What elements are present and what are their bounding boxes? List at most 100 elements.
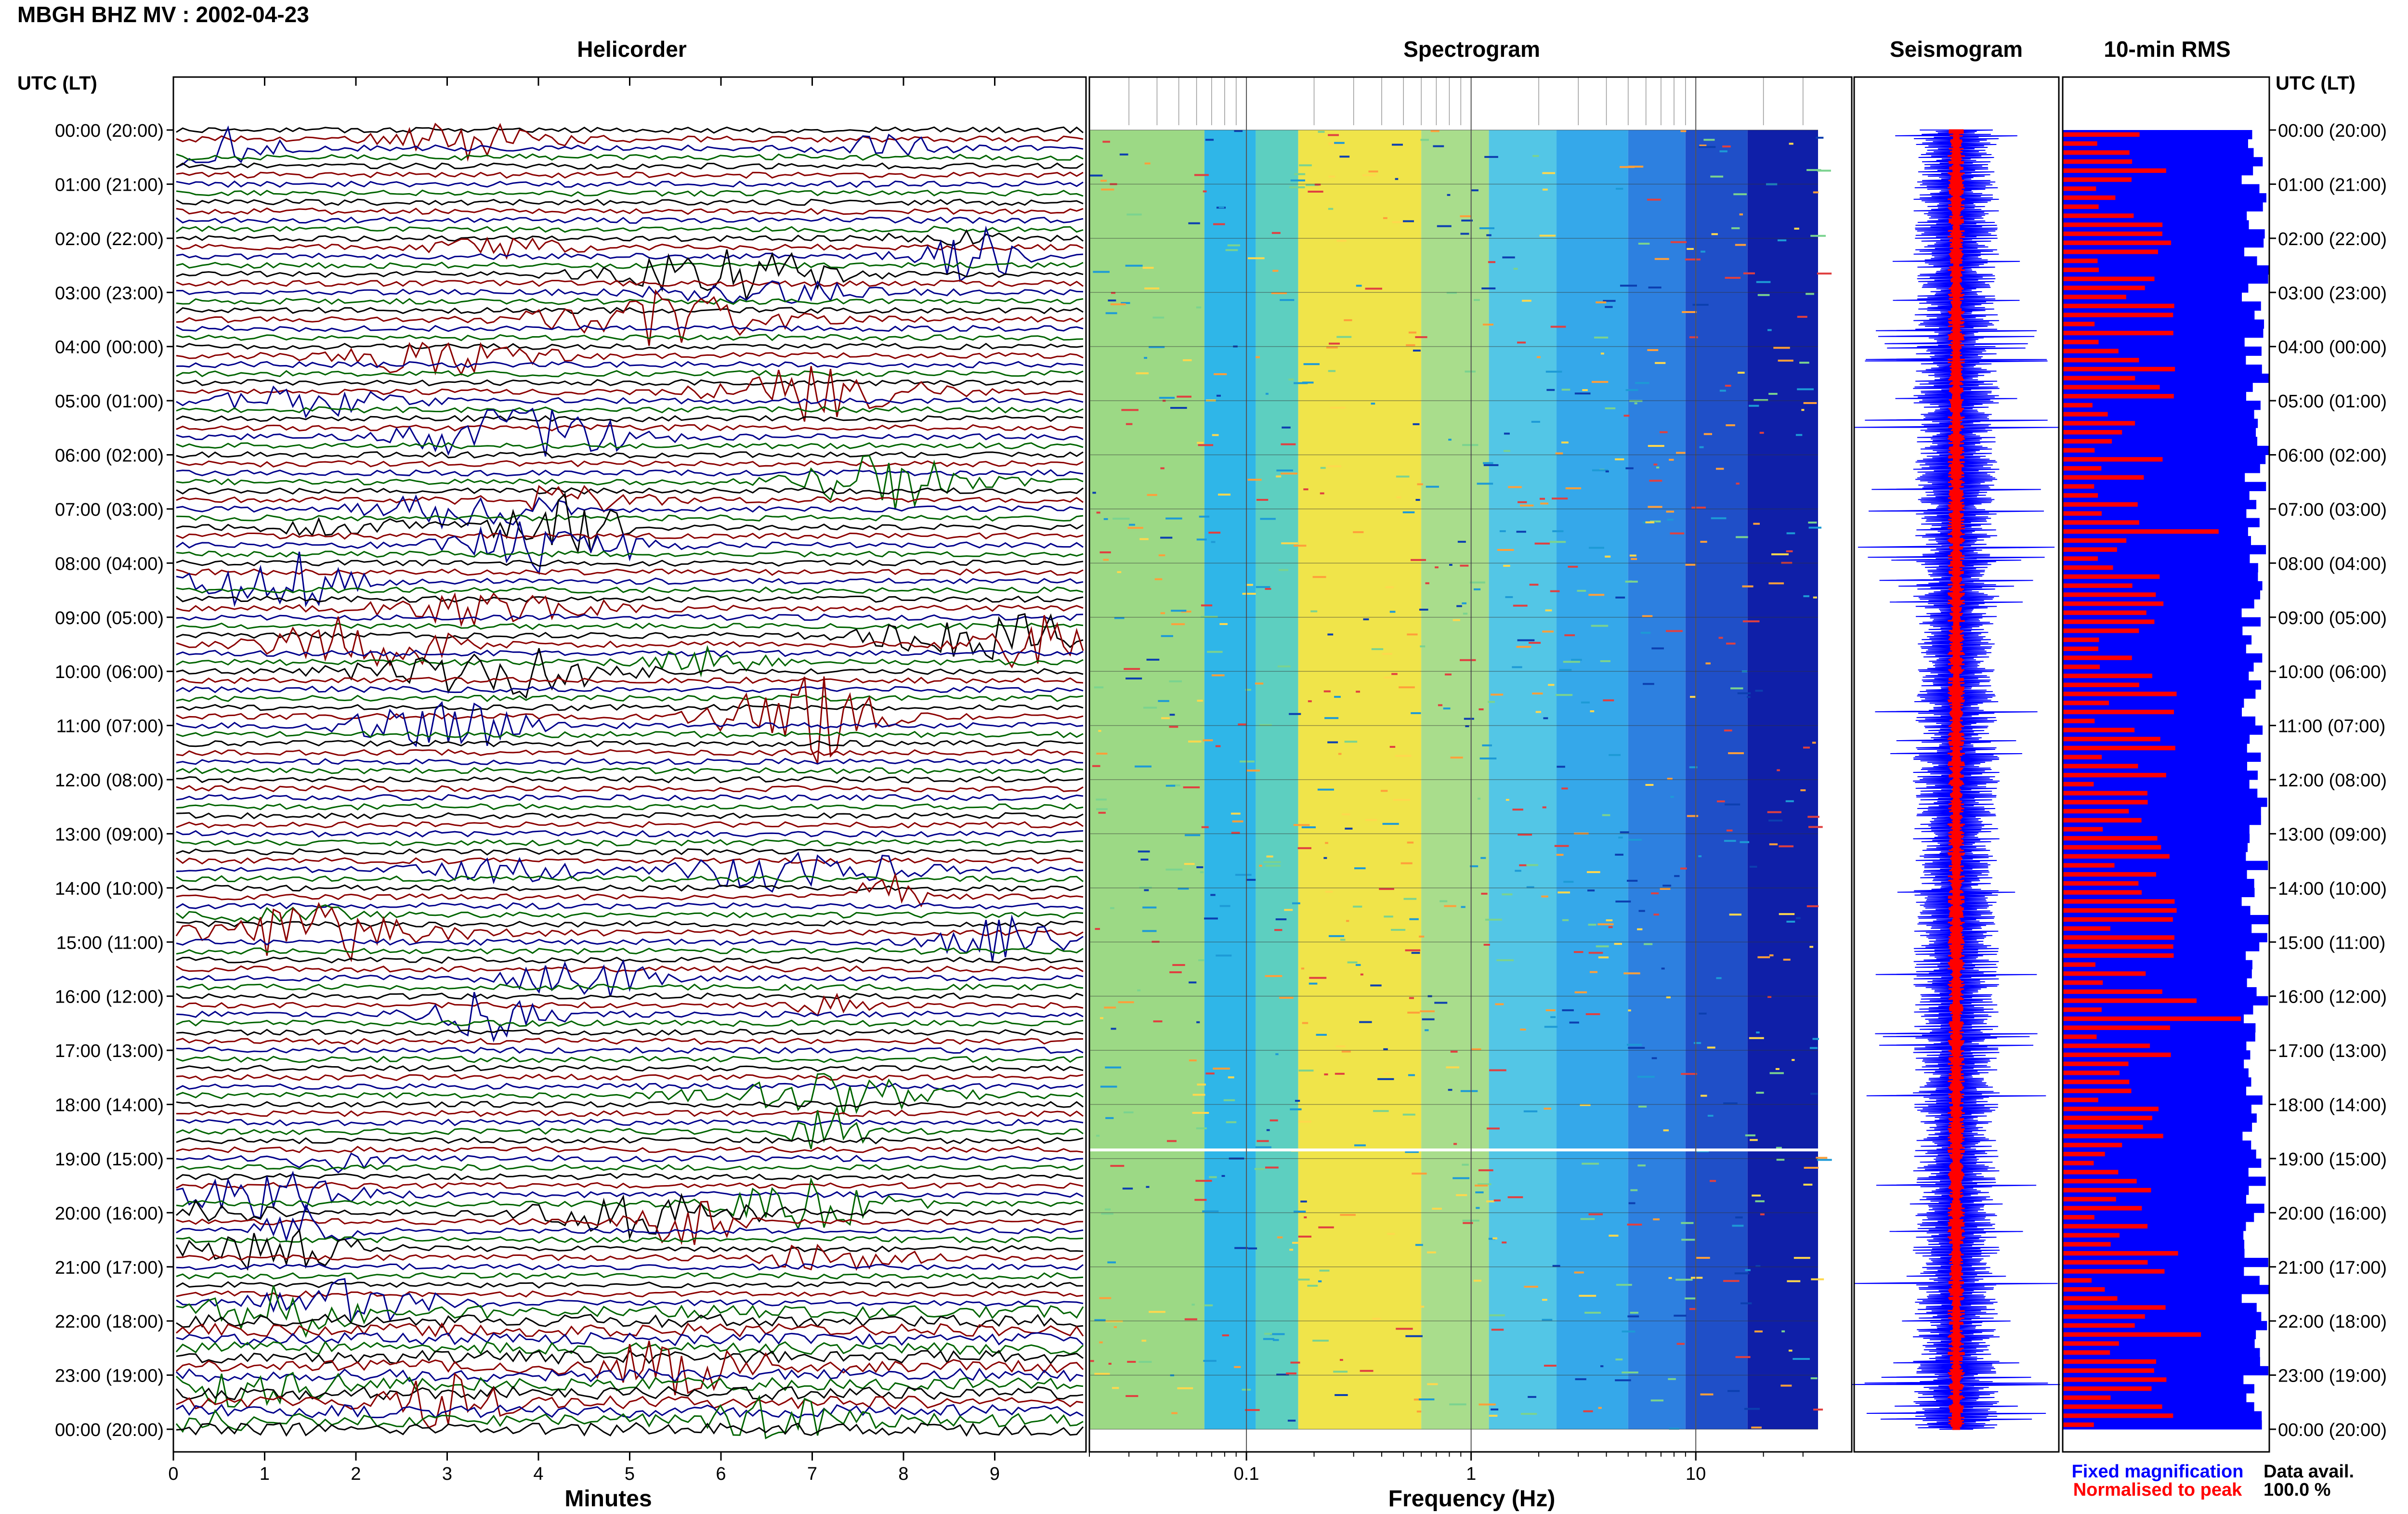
spectrogram-cell: [1417, 483, 1423, 485]
spectrogram-cell: [1701, 1095, 1707, 1097]
spectrogram-cell: [1797, 315, 1807, 318]
helicorder-trace: [176, 207, 1084, 215]
spectrogram-cell: [1473, 1279, 1481, 1282]
spectrogram-cell: [1353, 905, 1362, 908]
spectrogram-cell: [1188, 740, 1202, 743]
time-label-left: 01:00 (21:00): [55, 175, 164, 195]
helicorder-trace: [175, 1368, 1084, 1383]
spectrogram-cell: [1169, 726, 1178, 728]
spectrogram-cell: [1448, 1089, 1453, 1091]
spectrogram-cell: [1674, 1315, 1687, 1317]
spectrogram-cell: [1210, 894, 1216, 896]
spectrogram-cell: [1146, 1186, 1150, 1188]
spectrogram-cell: [1737, 371, 1745, 374]
spectrogram-cell: [1265, 392, 1269, 395]
spectrogram-cell: [1703, 139, 1715, 141]
helicorder-trace: [176, 1136, 1084, 1145]
helicorder-trace: [176, 1029, 1084, 1036]
spectrogram-cell: [1626, 1044, 1642, 1046]
figure-title: MBGH BHZ MV : 2002-04-23: [17, 2, 309, 27]
spectrogram-cell: [1277, 665, 1291, 667]
spectrogram-cell: [1165, 868, 1183, 871]
spectrogram-cell: [1286, 1372, 1296, 1375]
time-label-left: 07:00 (03:00): [55, 500, 164, 520]
spectrogram-cell: [1776, 1147, 1782, 1149]
spectrogram-cell: [1563, 661, 1580, 663]
spectrogram-cell: [1635, 382, 1649, 384]
spectrogram-cell: [1112, 1387, 1119, 1389]
spectrogram-cell: [1409, 997, 1414, 999]
spectrogram-cell: [1660, 888, 1671, 890]
spectrogram-cell: [1602, 814, 1610, 816]
rms-bar-normalised: [2063, 421, 2135, 426]
spectrogram-cell: [1741, 1302, 1752, 1305]
helicorder-trace: [176, 532, 1084, 540]
spectrogram-cell: [1161, 717, 1170, 719]
spectrogram-cell: [1297, 847, 1311, 849]
spectrogram-cell: [1435, 566, 1439, 569]
spectrogram-cell: [1504, 432, 1510, 435]
rms-bar-normalised: [2063, 349, 2119, 353]
spectrogram-cell: [1216, 954, 1232, 957]
spectrogram-cell: [1204, 917, 1218, 920]
helicorder-trace: [176, 1105, 1084, 1149]
spectrogram-cell: [1194, 1199, 1207, 1201]
spectrogram-cell: [1681, 1239, 1695, 1241]
spectrogram-cell: [1110, 907, 1114, 909]
spectrogram-cell: [1147, 494, 1157, 496]
spectrogram-cell: [1259, 724, 1272, 726]
time-label-left: 22:00 (18:00): [55, 1312, 164, 1332]
rms-bar-normalised: [2063, 1368, 2154, 1373]
helicorder-trace: [176, 216, 1084, 224]
spectrogram-cell: [1433, 145, 1444, 147]
helicorder-trace: [176, 1019, 1084, 1027]
spectrogram-cell: [1767, 996, 1772, 998]
rms-bar-fixed: [2063, 1158, 2262, 1168]
rms-bar-normalised: [2063, 249, 2159, 254]
helicorder-trace: [176, 694, 1084, 702]
helicorder-trace: [176, 162, 1084, 170]
helicorder-trace: [176, 126, 1084, 134]
spectrogram-cell: [1755, 1200, 1765, 1202]
spectrogram-cell: [1656, 466, 1660, 469]
spectrogram-cell: [1419, 608, 1428, 611]
rms-bar-normalised: [2063, 1143, 2122, 1148]
spectrogram-cell: [1528, 1396, 1536, 1398]
spectrogram-cell: [1723, 1280, 1740, 1282]
spectrogram-cell: [1136, 372, 1149, 375]
spectrogram-cell: [1205, 139, 1214, 141]
spectrogram-cell: [1768, 582, 1784, 585]
spectrogram-cell: [1692, 303, 1709, 306]
rms-bar-normalised: [2063, 186, 2096, 191]
rms-bar-normalised: [2063, 980, 2103, 985]
spectrogram-cell: [1666, 510, 1675, 513]
spectrogram-cell: [1444, 905, 1456, 907]
spectrogram-cell: [1739, 213, 1743, 216]
rms-bar-normalised: [2063, 692, 2177, 696]
rms-bar-normalised: [2063, 1332, 2201, 1337]
spectrogram-cell: [1302, 1022, 1309, 1024]
spectrogram-cell: [1328, 370, 1336, 372]
time-label-right: 04:00 (00:00): [2278, 338, 2387, 358]
helicorder-trace: [176, 1037, 1084, 1045]
spectrogram-cell: [1256, 586, 1270, 588]
spectrogram-cell: [1797, 388, 1814, 391]
spectrogram-cell: [1300, 1201, 1307, 1203]
spectrogram-cell: [1336, 239, 1347, 242]
spectrogram-cell: [1419, 935, 1425, 938]
spectrogram-cell: [1102, 141, 1110, 143]
spectrogram-cell: [1555, 452, 1563, 455]
spectrogram-cell: [1284, 909, 1293, 911]
spectrogram-cell: [1340, 1214, 1356, 1216]
spectrogram-cell: [1489, 1414, 1498, 1417]
spectrogram-cell: [1324, 717, 1339, 719]
spectrogram-cell: [1389, 611, 1396, 613]
spectrogram-cell: [1628, 166, 1644, 168]
spectrogram-cell: [1502, 1241, 1507, 1244]
spectrogram-cell: [1488, 701, 1495, 703]
spectrogram-cell: [1663, 1129, 1669, 1132]
rms-bar-normalised: [2063, 701, 2109, 705]
spectrogram-cell: [1248, 257, 1265, 260]
spectrogram-cell: [1218, 494, 1231, 496]
spectrogram-cell: [1301, 826, 1316, 828]
